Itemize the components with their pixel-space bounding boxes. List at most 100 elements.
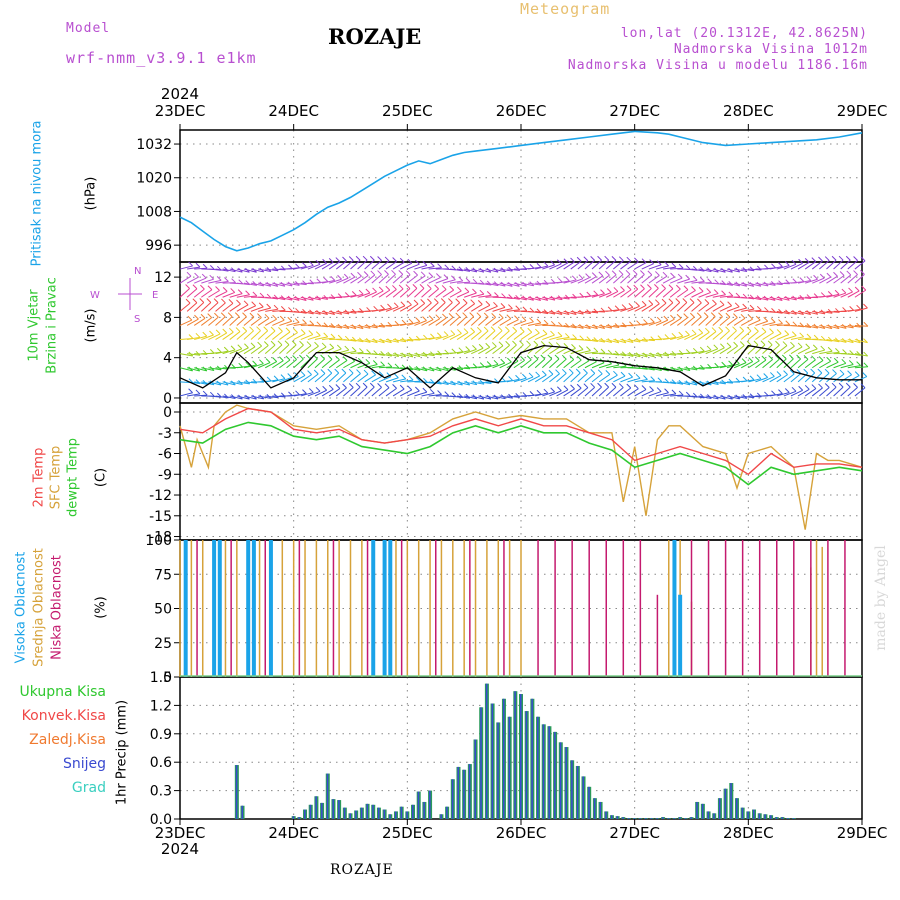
wind-barb-flag (498, 313, 504, 319)
wind-barb (599, 324, 612, 329)
wind-barb (464, 381, 477, 386)
wind-barb (378, 387, 390, 397)
wind-barb-flag (565, 294, 570, 300)
wind-barb (520, 331, 533, 340)
x-tick-label-top: 24DEC (268, 102, 319, 120)
wind-barb-flag (550, 330, 555, 336)
wind-barb-flag (455, 298, 461, 304)
wind-barb (726, 345, 738, 355)
wind-barb-flag (742, 293, 748, 299)
wind-barb-flag (633, 384, 639, 390)
wind-barb (236, 330, 248, 340)
x-tick-label-bottom: 23DEC (155, 824, 206, 842)
wind-barb-flag (796, 369, 802, 374)
wind-barb (442, 367, 456, 371)
wind-barb-flag (713, 344, 719, 350)
wind-barb (819, 339, 833, 342)
wind-barb-flag (252, 291, 258, 297)
wind-barb (570, 349, 584, 355)
wind-barb (258, 307, 271, 312)
wind-barb (655, 392, 669, 397)
wind-barb (343, 294, 357, 298)
wind-barb (663, 353, 677, 356)
wind-barb-flag (394, 363, 400, 369)
wind-barb (478, 294, 492, 298)
wind-barb-flag (643, 375, 648, 380)
wind-barb (492, 330, 503, 340)
wind-barb (357, 275, 369, 284)
wind-barb (606, 364, 620, 369)
wind-barb (712, 395, 726, 400)
wind-barb (463, 303, 475, 312)
wind-barb (762, 296, 776, 301)
wind-barb-flag (508, 304, 513, 309)
wind-barb (591, 373, 603, 383)
wind-barb (826, 293, 840, 298)
wind-barb-flag (838, 255, 844, 261)
wind-barb-flag (372, 287, 377, 293)
wind-barb (350, 275, 362, 284)
wind-barb-flag (561, 354, 567, 360)
wind-barb-flag (776, 371, 782, 376)
wind-barb-flag (799, 332, 805, 338)
wind-barb (456, 316, 467, 326)
wind-barb (712, 282, 726, 286)
wind-barb-flag (363, 271, 369, 276)
wind-barb-flag (824, 256, 830, 261)
wind-barb (499, 330, 510, 340)
wind-barb-flag (597, 255, 602, 261)
wind-barb-flag (739, 326, 745, 332)
wind-barb-flag (671, 262, 677, 268)
precip-snow-bar (315, 796, 317, 819)
wind-barb-flag (700, 277, 705, 282)
wind-barb (215, 350, 229, 355)
wind-barb (528, 310, 542, 314)
wind-barb (378, 324, 392, 327)
wind-barb (591, 386, 602, 397)
wind-barb-flag (713, 289, 719, 294)
wind-barb (677, 289, 689, 298)
wind-barb (783, 390, 797, 397)
wind-barb (321, 310, 335, 316)
wind-barb-flag (641, 385, 647, 390)
wind-barb-flag (771, 263, 776, 269)
wind-barb-flag (789, 354, 794, 360)
wind-barb (833, 339, 847, 343)
wind-barb (236, 316, 247, 326)
wind-barb-flag (408, 336, 414, 342)
wind-barb (840, 324, 854, 329)
precip-snow-bar (485, 683, 488, 819)
wind-barb (371, 260, 382, 270)
wind-barb-flag (785, 320, 791, 326)
wind-barb (371, 353, 385, 356)
wind-barb-flag (671, 332, 677, 338)
wind-barb-flag (833, 271, 838, 277)
wind-barb (854, 273, 865, 284)
wind-barb (236, 268, 250, 273)
wind-barb (577, 260, 589, 270)
wind-barb-flag (590, 256, 595, 261)
wind-barb (442, 302, 453, 312)
wind-barb-flag (348, 383, 354, 388)
y-tick-label: 1.5 (150, 670, 172, 686)
wind-barb-flag (698, 328, 704, 334)
wind-barb-flag (472, 278, 478, 284)
wind-barb-flag (655, 299, 660, 305)
wind-barb (847, 290, 860, 298)
wind-barb (549, 263, 562, 270)
wind-barb (741, 268, 755, 272)
wind-barb (627, 388, 639, 397)
wind-barb (407, 274, 418, 284)
wind-barb (783, 263, 797, 270)
wind-barb-flag (330, 333, 336, 339)
wind-speed-line (179, 344, 862, 389)
wind-barb-flag (288, 307, 293, 312)
wind-barb (591, 362, 605, 369)
wind-barb-flag (548, 369, 554, 375)
wind-barb (606, 309, 620, 312)
wind-barb (186, 318, 199, 326)
wind-barb-flag (576, 383, 582, 389)
precip-snow-bar (355, 810, 357, 819)
wind-barb-flag (848, 287, 853, 293)
wind-barb (499, 361, 512, 369)
